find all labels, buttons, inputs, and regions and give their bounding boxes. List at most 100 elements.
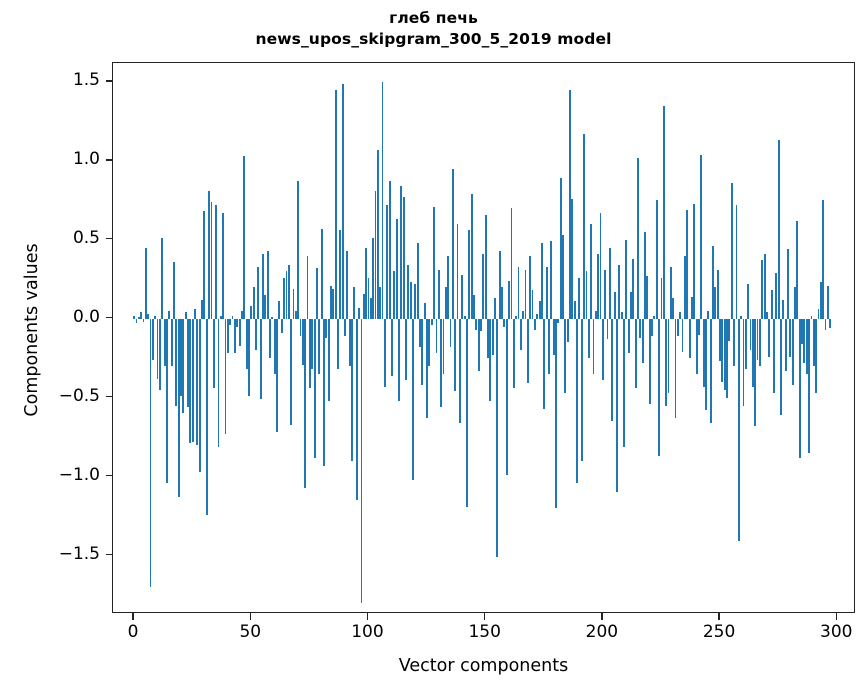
x-tick-mark: [484, 613, 486, 620]
bar: [583, 134, 586, 319]
bar: [761, 260, 764, 319]
bar: [707, 310, 710, 319]
bar: [730, 182, 733, 319]
bar: [712, 246, 714, 319]
bar: [515, 315, 518, 319]
bar: [494, 298, 496, 319]
bar: [480, 318, 482, 332]
y-tick-label: 0.5: [72, 227, 100, 248]
bar: [170, 318, 173, 367]
bar: [332, 288, 335, 319]
y-tick-label: 1.5: [72, 69, 100, 90]
bar: [330, 285, 332, 319]
bar: [615, 318, 618, 493]
chart-title-line-1: глеб печь: [389, 9, 478, 27]
bar: [149, 318, 152, 588]
bar: [613, 291, 616, 319]
bar: [662, 105, 665, 319]
bar: [501, 287, 504, 319]
bar: [337, 318, 339, 370]
x-tick-mark: [835, 613, 837, 620]
bar: [440, 318, 443, 408]
bar: [292, 288, 295, 319]
bar: [728, 318, 731, 341]
bar: [658, 318, 661, 457]
bar: [555, 318, 557, 509]
bar: [208, 190, 211, 319]
bar: [367, 277, 370, 319]
bar: [353, 287, 356, 319]
bar: [679, 312, 682, 319]
bar: [248, 318, 250, 397]
bar: [215, 205, 218, 319]
bar: [238, 318, 241, 346]
x-tick-label: 300: [820, 622, 853, 642]
bar: [524, 269, 527, 319]
bar: [362, 293, 365, 319]
bar: [824, 318, 827, 330]
bar: [217, 318, 220, 447]
bar: [773, 318, 775, 393]
bar: [161, 238, 164, 319]
bar: [801, 318, 804, 344]
bar: [681, 318, 684, 352]
bar: [552, 318, 555, 356]
bar: [273, 318, 276, 374]
bar: [538, 301, 541, 319]
bar: [226, 318, 229, 354]
bar: [210, 201, 213, 319]
bar: [158, 318, 161, 390]
bar: [280, 318, 283, 333]
bar: [140, 312, 143, 319]
bar: [287, 265, 290, 319]
bar: [817, 309, 820, 319]
bar: [522, 310, 525, 319]
bar: [182, 318, 185, 414]
bar: [266, 250, 269, 319]
bar: [644, 231, 646, 319]
y-tick-mark: [105, 317, 112, 319]
y-axis-label: Components values: [22, 243, 42, 417]
bar: [163, 318, 166, 367]
bar: [592, 318, 595, 374]
bar: [630, 291, 632, 319]
bar: [519, 318, 522, 351]
bar: [559, 178, 562, 319]
plot-axes: [112, 62, 855, 613]
bar: [702, 318, 705, 387]
bar: [751, 318, 754, 387]
bar: [245, 318, 248, 370]
bar: [285, 271, 288, 319]
bar: [360, 318, 363, 603]
bar: [484, 214, 487, 319]
bar: [381, 81, 384, 319]
bar: [468, 230, 471, 319]
bar: [180, 318, 182, 397]
bar: [428, 318, 431, 367]
x-tick-label: 150: [468, 622, 501, 642]
bar: [529, 255, 532, 319]
x-axis-label: Vector components: [398, 656, 569, 676]
bar: [313, 318, 316, 458]
bar: [810, 315, 813, 319]
bar: [278, 301, 281, 319]
bar: [510, 208, 513, 319]
bar: [569, 89, 571, 319]
bar: [487, 318, 489, 359]
bar: [498, 250, 501, 319]
bar: [599, 212, 602, 319]
bar: [791, 318, 794, 386]
bar: [151, 318, 154, 360]
bar: [780, 318, 782, 416]
bar: [765, 312, 768, 319]
bar: [311, 318, 314, 370]
bar: [426, 318, 428, 419]
bar: [562, 235, 564, 319]
bar: [372, 238, 375, 319]
bar: [386, 205, 389, 319]
bar: [344, 318, 346, 337]
bar: [623, 318, 625, 447]
bar: [475, 318, 478, 330]
bar: [690, 296, 693, 319]
y-tick-label: 1.0: [72, 148, 100, 169]
